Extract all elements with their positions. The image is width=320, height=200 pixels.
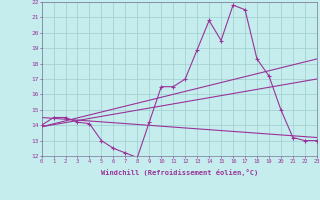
X-axis label: Windchill (Refroidissement éolien,°C): Windchill (Refroidissement éolien,°C) xyxy=(100,169,258,176)
